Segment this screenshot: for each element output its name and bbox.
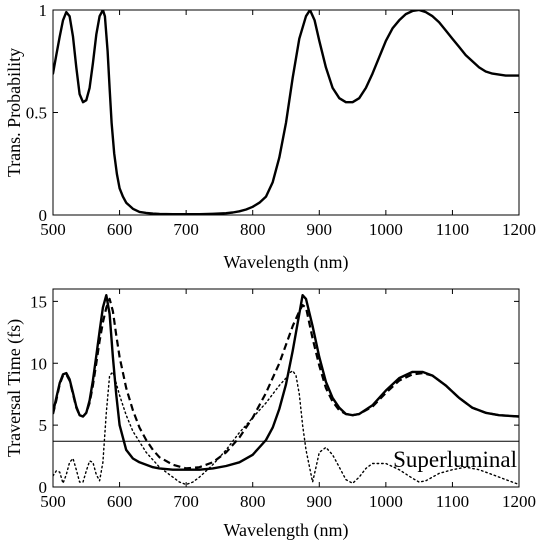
x-axis-label: Wavelength (nm) [223,252,348,273]
x-tick-label: 1200 [502,220,536,239]
plot-area [53,294,519,486]
x-tick-label: 500 [40,492,66,511]
x-tick-label: 600 [107,220,133,239]
x-tick-label: 1000 [369,220,403,239]
x-tick-label: 800 [240,220,266,239]
plot-area [53,10,519,215]
transmission-probability-panel: 500 600 700 800 900 1000 1100 1200 0 0.5 1 Waveleng… [4,1,536,273]
y-tick-label: 15 [30,292,47,311]
series-solid-line [53,10,519,215]
y-axis-label: Traversal Time (fs) [4,319,25,457]
x-tick-label: 1000 [369,492,403,511]
x-tick-label: 500 [40,220,66,239]
axes-frame [52,288,520,488]
x-axis-label: Wavelength (nm) [223,520,348,541]
y-tick-label: 1 [39,1,48,20]
x-tick-label: 600 [107,492,133,511]
traversal-time-panel: 500 600 700 800 900 1000 1100 1200 0 5 10 15 Wavelen… [4,288,536,541]
x-tick-label: 800 [240,492,266,511]
y-tick-label: 0 [39,206,48,225]
x-tick-label: 900 [307,220,333,239]
y-tick-label: 0 [39,478,48,497]
x-tick-label: 1100 [436,492,469,511]
y-axis-label: Trans. Probability [4,48,24,177]
x-tick-label: 700 [173,492,199,511]
y-tick-label: 10 [30,354,47,373]
x-tick-label: 900 [307,492,333,511]
x-tick-label: 1100 [436,220,469,239]
x-tick-label: 700 [173,220,199,239]
y-tick-label: 0.5 [26,104,47,123]
superluminal-annotation: Superluminal [393,447,517,472]
x-tick-label: 1200 [502,492,536,511]
series-dotted-line [53,370,519,486]
y-tick-label: 5 [39,416,48,435]
series-solid-line [53,294,519,471]
